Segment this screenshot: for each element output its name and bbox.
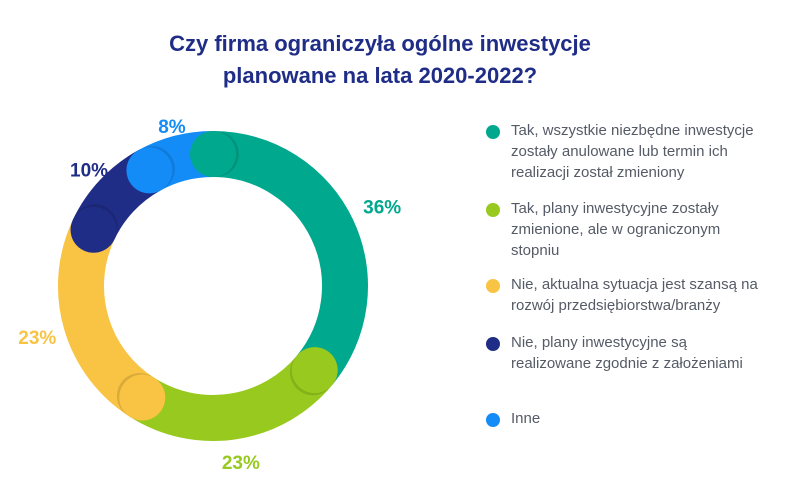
slice-cap-tak-ograniczone [291, 347, 338, 394]
legend-4-line-1: Nie, plany inwestycyjne są [511, 334, 687, 351]
legend-1-line-1: Tak, wszystkie niezbędne inwestycje [511, 122, 754, 139]
legend-dot-1 [486, 125, 500, 139]
legend-2-line-3: stopniu [511, 242, 560, 259]
value-label-tak-anulowane: 36% [363, 197, 401, 218]
legend-5-line-1: Inne [511, 410, 541, 427]
chart-title-line-1: Czy firma ograniczyła ogólne inwestycje [169, 31, 591, 56]
legend-1-line-3: realizacji został zmieniony [511, 164, 685, 181]
legend-dot-3 [486, 279, 500, 293]
slice-cap-inne [126, 147, 173, 194]
value-label-nie-szansa: 23% [18, 328, 56, 349]
donut-chart: 36% 23% 23% 10% 8% [18, 117, 401, 474]
slice-nie-szansa [58, 220, 156, 417]
slice-tak-ograniczone [129, 354, 333, 441]
legend-dot-5 [486, 413, 500, 427]
legend-1-line-2: zostały anulowane lub termin ich [511, 143, 728, 160]
legend-2-line-1: Tak, plany inwestycyjne zostały [511, 200, 719, 217]
slice-tak-anulowane [212, 131, 368, 385]
chart-title: Czy firma ograniczyła ogólne inwestycje … [100, 28, 660, 92]
legend-dot-4 [486, 337, 500, 351]
value-label-nie-zgodnie: 10% [70, 161, 108, 182]
legend-4-line-2: realizowane zgodnie z założeniami [511, 355, 743, 372]
legend-dot-2 [486, 203, 500, 217]
legend-3-line-1: Nie, aktualna sytuacja jest szansą na [511, 276, 758, 293]
legend-label-5: Inne [511, 408, 791, 429]
legend-label-4: Nie, plany inwestycyjne są realizowane z… [511, 332, 791, 374]
value-label-tak-ograniczone: 23% [222, 453, 260, 474]
legend-3-line-2: rozwój przedsiębiorstwa/branży [511, 297, 721, 314]
slice-cap-tak-anulowane [190, 131, 236, 177]
legend-label-1: Tak, wszystkie niezbędne inwestycje zost… [511, 120, 791, 183]
legend-label-3: Nie, aktualna sytuacja jest szansą na ro… [511, 274, 791, 316]
value-label-inne: 8% [158, 117, 186, 138]
slice-cap-nie-zgodnie [70, 206, 117, 253]
legend-2-line-2: zmienione, ale w ograniczonym [511, 221, 721, 238]
chart-title-line-2: planowane na lata 2020-2022? [222, 63, 538, 88]
slice-cap-nie-szansa [119, 374, 166, 421]
legend-label-2: Tak, plany inwestycyjne zostały zmienion… [511, 198, 791, 261]
